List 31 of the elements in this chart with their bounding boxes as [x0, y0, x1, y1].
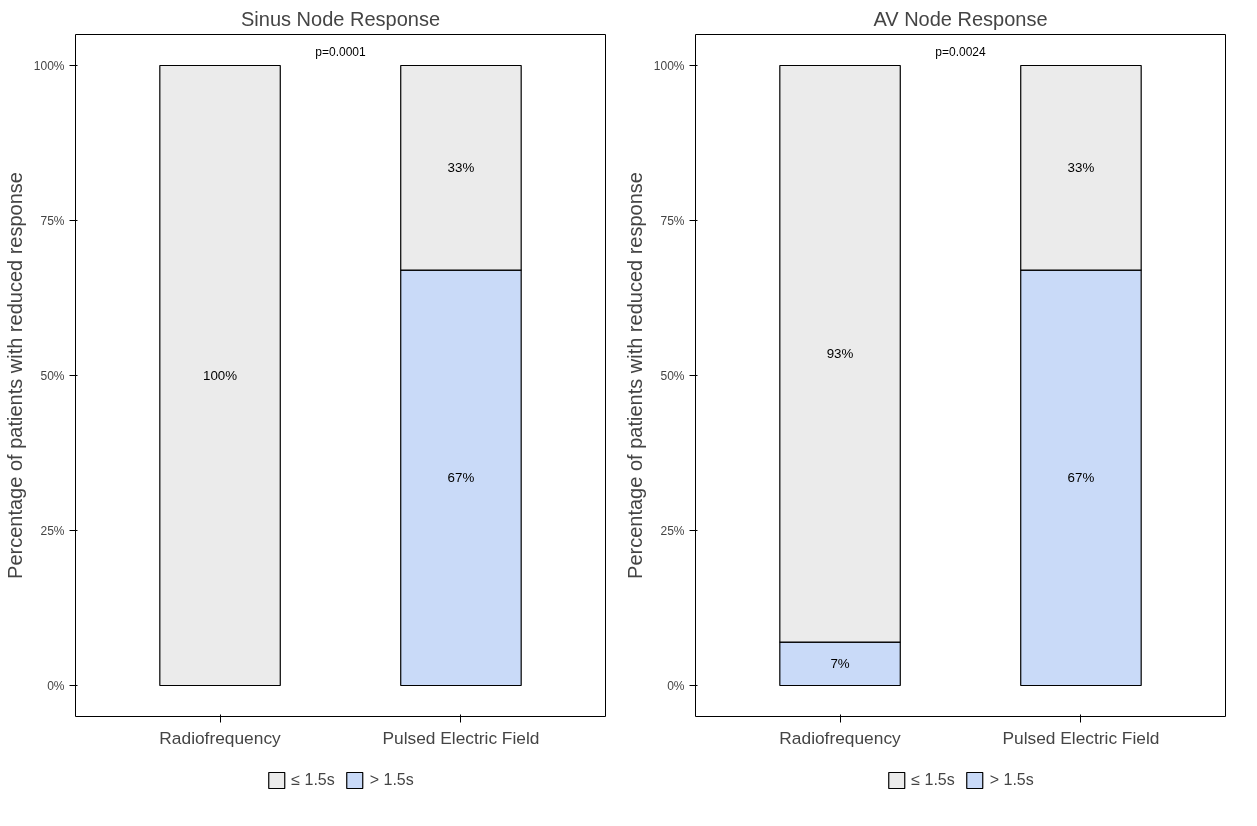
y-tick-label: 25% — [40, 523, 65, 538]
annotation: p=0.0024 — [935, 44, 987, 59]
data-label: 33% — [447, 160, 475, 176]
y-tick-label: 0% — [667, 678, 685, 693]
y-tick-label: 25% — [660, 523, 685, 538]
x-tick-label: Radiofrequency — [779, 727, 902, 748]
y-tick-label: 0% — [47, 678, 65, 693]
data-label: 7% — [830, 656, 850, 672]
data-label: 67% — [1067, 470, 1095, 486]
y-tick-label: 100% — [33, 58, 65, 73]
data-label: 67% — [447, 470, 475, 486]
legend-label: > 1.5s — [369, 771, 414, 789]
x-tick-label: Pulsed Electric Field — [382, 727, 540, 748]
legend-label: ≤ 1.5s — [911, 771, 955, 789]
data-label: 100% — [203, 368, 238, 383]
y-tick-label: 50% — [660, 368, 685, 383]
y-tick-label: 75% — [660, 213, 685, 228]
y-axis-title: Percentage of patients with reduced response — [3, 172, 26, 579]
y-axis-title: Percentage of patients with reduced response — [623, 172, 646, 579]
x-tick-label: Pulsed Electric Field — [1002, 727, 1160, 748]
data-label: 93% — [826, 346, 854, 362]
legend-label: ≤ 1.5s — [291, 771, 335, 789]
chart-title: AV Node Response — [873, 7, 1048, 30]
y-tick-label: 75% — [40, 213, 65, 228]
y-tick-label: 50% — [40, 368, 65, 383]
annotation: p=0.0001 — [315, 44, 367, 59]
chart-title: Sinus Node Response — [240, 7, 441, 30]
legend-label: > 1.5s — [989, 771, 1034, 789]
y-tick-label: 100% — [653, 58, 685, 73]
x-tick-label: Radiofrequency — [159, 727, 282, 748]
data-label: 33% — [1067, 160, 1095, 176]
